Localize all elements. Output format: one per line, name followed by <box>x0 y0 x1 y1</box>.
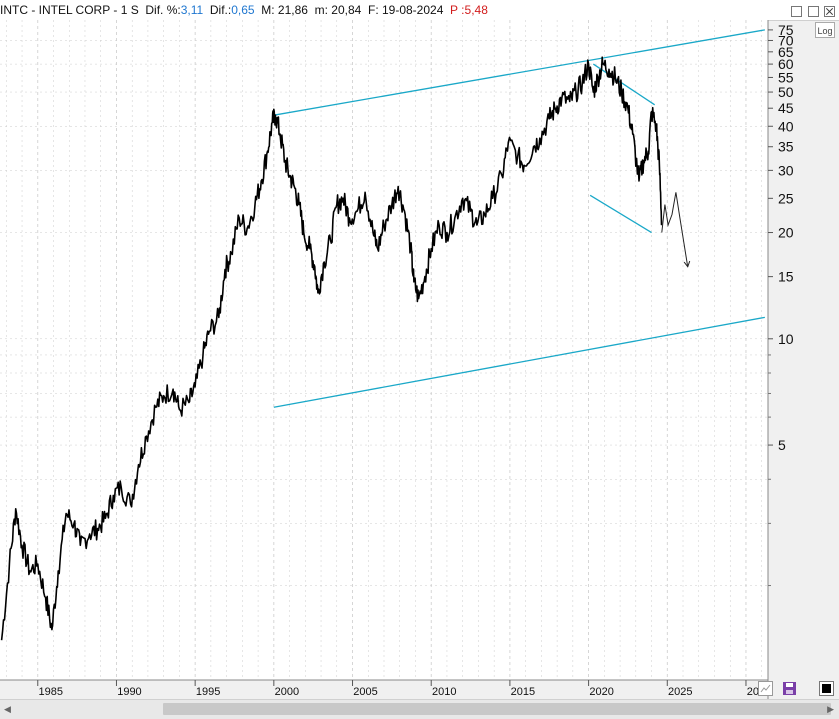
dif-pct-value: 3,11 <box>180 3 204 17</box>
y-tick-label: 45 <box>778 100 794 116</box>
y-tick-label: 30 <box>778 162 794 178</box>
zoom-icon[interactable] <box>758 681 773 696</box>
dif-label: Dif.: <box>209 3 232 17</box>
y-tick-label: 20 <box>778 225 794 241</box>
date-label: F: 19-08-2024 <box>367 3 444 17</box>
trendline <box>273 316 765 408</box>
scroll-left-icon[interactable]: ◀ <box>4 704 11 714</box>
x-tick-label: 1990 <box>117 686 141 698</box>
max-label: M: 21,86 <box>261 3 308 17</box>
window-buttons <box>789 3 835 23</box>
scroll-right-icon[interactable]: ▶ <box>827 704 834 714</box>
projection-arrowhead <box>683 260 691 268</box>
x-tick-label: 1985 <box>39 686 63 698</box>
trendline <box>273 29 765 116</box>
minimize-icon[interactable] <box>791 6 803 17</box>
chart-header: INTC - INTEL CORP - 1 S Dif. %: 3,11 Dif… <box>0 0 839 21</box>
y-tick-label: 5 <box>778 437 786 453</box>
dif-pct-label: Dif. %: <box>145 3 181 17</box>
y-tick-label: 35 <box>778 139 794 155</box>
x-axis: 1985199019952000200520102015202020252030 <box>37 680 771 698</box>
p-value: 5,48 <box>464 3 488 17</box>
close-icon[interactable] <box>824 6 835 17</box>
timeframe-label: 1 S <box>120 3 139 17</box>
y-tick-label: 70 <box>778 32 794 48</box>
trendlines <box>273 29 765 408</box>
maximize-icon[interactable] <box>807 6 819 17</box>
y-tick-label: 25 <box>778 190 794 206</box>
symbol-label: INTC - INTEL CORP - <box>0 3 118 17</box>
x-tick-label: 2000 <box>275 686 299 698</box>
price-line <box>0 56 663 641</box>
price-series <box>0 56 663 641</box>
background-color-icon[interactable] <box>819 681 834 696</box>
y-tick-label: 15 <box>778 269 794 285</box>
y-tick-label: 75 <box>778 22 794 38</box>
dif-value: 0,65 <box>231 3 255 17</box>
projection <box>661 192 691 268</box>
trendline <box>589 194 652 234</box>
y-tick-label: 50 <box>778 84 794 100</box>
scrollbar-thumb[interactable] <box>163 703 831 715</box>
x-tick-label: 2025 <box>668 686 692 698</box>
y-tick-label: 40 <box>778 118 794 134</box>
horizontal-scrollbar[interactable]: ◀ ▶ <box>0 699 839 719</box>
y-tick-label: 60 <box>778 56 794 72</box>
x-tick-label: 2020 <box>589 686 613 698</box>
x-tick-label: 2015 <box>511 686 535 698</box>
x-tick-label: 2005 <box>353 686 377 698</box>
y-tick-label: 10 <box>778 331 794 347</box>
x-tick-label: 2010 <box>432 686 456 698</box>
trendline <box>592 63 656 106</box>
log-scale-toggle[interactable]: Log <box>815 22 835 38</box>
p-label: P : <box>450 3 465 17</box>
y-tick-label: 55 <box>778 69 794 85</box>
min-label: m: 20,84 <box>314 3 362 17</box>
grid <box>0 20 768 680</box>
y-tick-label: 65 <box>778 44 794 60</box>
save-icon[interactable] <box>782 681 797 696</box>
projection-path <box>661 192 689 267</box>
x-tick-label: 1995 <box>196 686 220 698</box>
